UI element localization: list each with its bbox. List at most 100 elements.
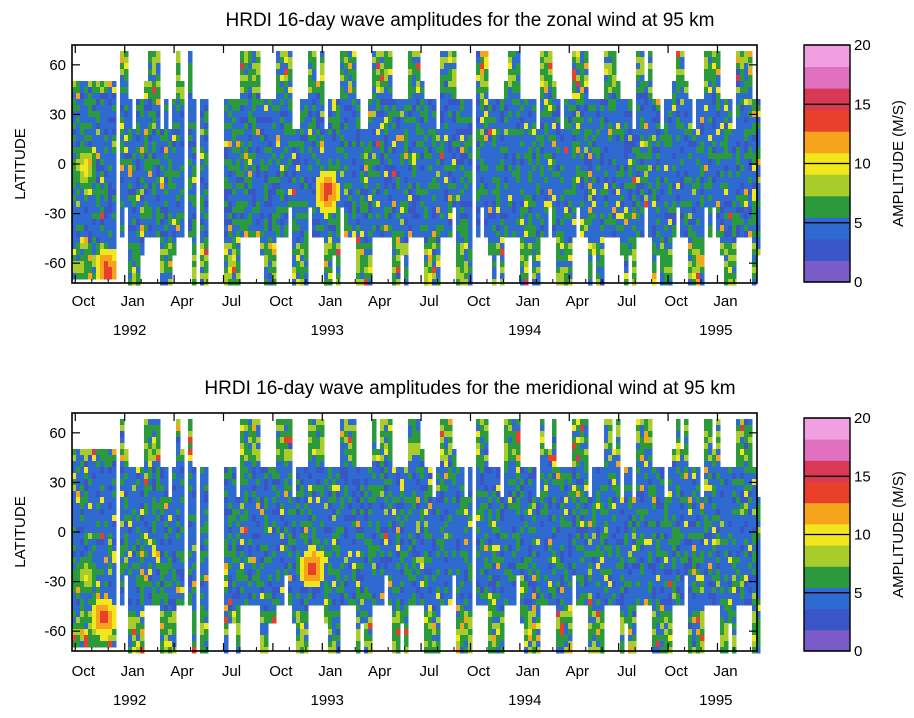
heatmap-cell bbox=[160, 237, 165, 244]
heatmap-cell bbox=[644, 165, 649, 172]
heatmap-cell bbox=[108, 189, 113, 196]
heatmap-cell bbox=[672, 225, 677, 232]
heatmap-cell bbox=[612, 195, 617, 202]
heatmap-cell bbox=[696, 123, 701, 130]
heatmap-cell bbox=[660, 249, 665, 256]
heatmap-cell bbox=[280, 57, 285, 64]
heatmap-cell bbox=[452, 69, 457, 76]
heatmap-cell bbox=[148, 141, 153, 148]
heatmap-cell bbox=[736, 159, 741, 166]
heatmap-cell bbox=[524, 123, 529, 130]
heatmap-cell bbox=[348, 75, 353, 82]
heatmap-cell bbox=[344, 105, 349, 112]
heatmap-cell bbox=[332, 153, 337, 160]
heatmap-cell bbox=[464, 105, 469, 112]
heatmap-cell bbox=[180, 159, 185, 166]
heatmap-cell bbox=[100, 261, 105, 268]
heatmap-cell bbox=[520, 267, 525, 274]
heatmap-cell bbox=[264, 111, 269, 118]
heatmap-cell bbox=[416, 129, 421, 136]
heatmap-cell bbox=[392, 237, 397, 244]
heatmap-cell bbox=[344, 165, 349, 172]
heatmap-cell bbox=[564, 99, 569, 106]
heatmap-cell bbox=[436, 249, 441, 256]
heatmap-cell bbox=[576, 111, 581, 118]
heatmap-cell bbox=[548, 201, 553, 208]
heatmap-cell bbox=[484, 111, 489, 118]
heatmap-cell bbox=[376, 171, 381, 178]
heatmap-cell bbox=[252, 153, 257, 160]
heatmap-cell bbox=[612, 147, 617, 154]
heatmap-cell bbox=[560, 207, 565, 214]
heatmap-cell bbox=[444, 117, 449, 124]
heatmap-cell bbox=[160, 207, 165, 214]
heatmap-cell bbox=[100, 249, 105, 256]
heatmap-cell bbox=[288, 201, 293, 208]
heatmap-cell bbox=[144, 87, 149, 94]
heatmap-cell bbox=[560, 225, 565, 232]
heatmap-cell bbox=[716, 129, 721, 136]
heatmap-cell bbox=[128, 111, 133, 118]
heatmap-cell bbox=[104, 243, 109, 250]
heatmap-cell bbox=[460, 165, 465, 172]
heatmap-cell bbox=[688, 219, 693, 226]
heatmap-cell bbox=[548, 69, 553, 76]
heatmap-cell bbox=[576, 129, 581, 136]
heatmap-cell bbox=[492, 231, 497, 238]
heatmap-cell bbox=[108, 243, 113, 250]
heatmap-cell bbox=[148, 105, 153, 112]
heatmap-cell bbox=[328, 255, 333, 262]
heatmap-cell bbox=[388, 201, 393, 208]
heatmap-cell bbox=[576, 117, 581, 124]
heatmap-cell bbox=[232, 243, 237, 250]
heatmap-cell bbox=[304, 261, 309, 268]
heatmap-cell bbox=[288, 69, 293, 76]
heatmap-cell bbox=[548, 189, 553, 196]
heatmap-cell bbox=[728, 255, 733, 262]
heatmap-cell bbox=[164, 105, 169, 112]
heatmap-cell bbox=[164, 117, 169, 124]
heatmap-cell bbox=[456, 99, 461, 106]
heatmap-cell bbox=[484, 51, 489, 58]
heatmap-cell bbox=[192, 189, 197, 196]
heatmap-cell bbox=[696, 129, 701, 136]
heatmap-cell bbox=[232, 165, 237, 172]
heatmap-cell bbox=[612, 81, 617, 88]
heatmap-cell bbox=[464, 231, 469, 238]
heatmap-cell bbox=[668, 267, 673, 274]
heatmap-cell bbox=[688, 231, 693, 238]
heatmap-cell bbox=[568, 165, 573, 172]
heatmap-cell bbox=[112, 129, 117, 136]
heatmap-cell bbox=[308, 171, 313, 178]
heatmap-cell bbox=[224, 255, 229, 262]
heatmap-cell bbox=[244, 87, 249, 94]
heatmap-cell bbox=[128, 183, 133, 190]
heatmap-cell bbox=[488, 237, 493, 244]
heatmap-cell bbox=[336, 249, 341, 256]
heatmap-cell bbox=[344, 123, 349, 130]
heatmap-cell bbox=[468, 231, 473, 238]
heatmap-cell bbox=[604, 81, 609, 88]
heatmap-cell bbox=[288, 135, 293, 142]
heatmap-cell bbox=[716, 63, 721, 70]
heatmap-cell bbox=[444, 129, 449, 136]
heatmap-cell bbox=[588, 129, 593, 136]
heatmap-cell bbox=[236, 159, 241, 166]
heatmap-cell bbox=[132, 261, 137, 268]
heatmap-cell bbox=[436, 231, 441, 238]
heatmap-cell bbox=[604, 75, 609, 82]
heatmap-cell bbox=[460, 201, 465, 208]
heatmap-cell bbox=[448, 75, 453, 82]
heatmap-cell bbox=[144, 183, 149, 190]
heatmap-cell bbox=[544, 219, 549, 226]
heatmap-cell bbox=[708, 213, 713, 220]
heatmap-cell bbox=[264, 147, 269, 154]
heatmap-cell bbox=[124, 165, 129, 172]
heatmap-cell bbox=[440, 87, 445, 94]
heatmap-cell bbox=[404, 207, 409, 214]
heatmap-cell bbox=[156, 81, 161, 88]
heatmap-cell bbox=[680, 231, 685, 238]
heatmap-cell bbox=[584, 105, 589, 112]
heatmap-cell bbox=[232, 237, 237, 244]
heatmap-cell bbox=[608, 231, 613, 238]
